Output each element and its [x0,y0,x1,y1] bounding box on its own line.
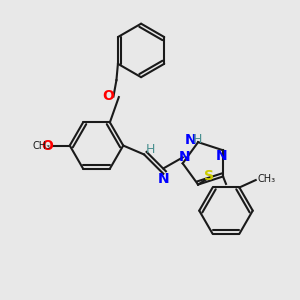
Text: H: H [146,142,155,156]
Text: CH₃: CH₃ [33,141,51,152]
Text: O: O [102,89,114,103]
Text: N: N [158,172,170,186]
Text: H: H [193,133,202,146]
Text: N: N [216,148,227,163]
Text: S: S [204,169,214,183]
Text: O: O [41,139,53,152]
Text: N: N [185,133,197,147]
Text: N: N [178,150,190,164]
Text: CH₃: CH₃ [257,174,275,184]
